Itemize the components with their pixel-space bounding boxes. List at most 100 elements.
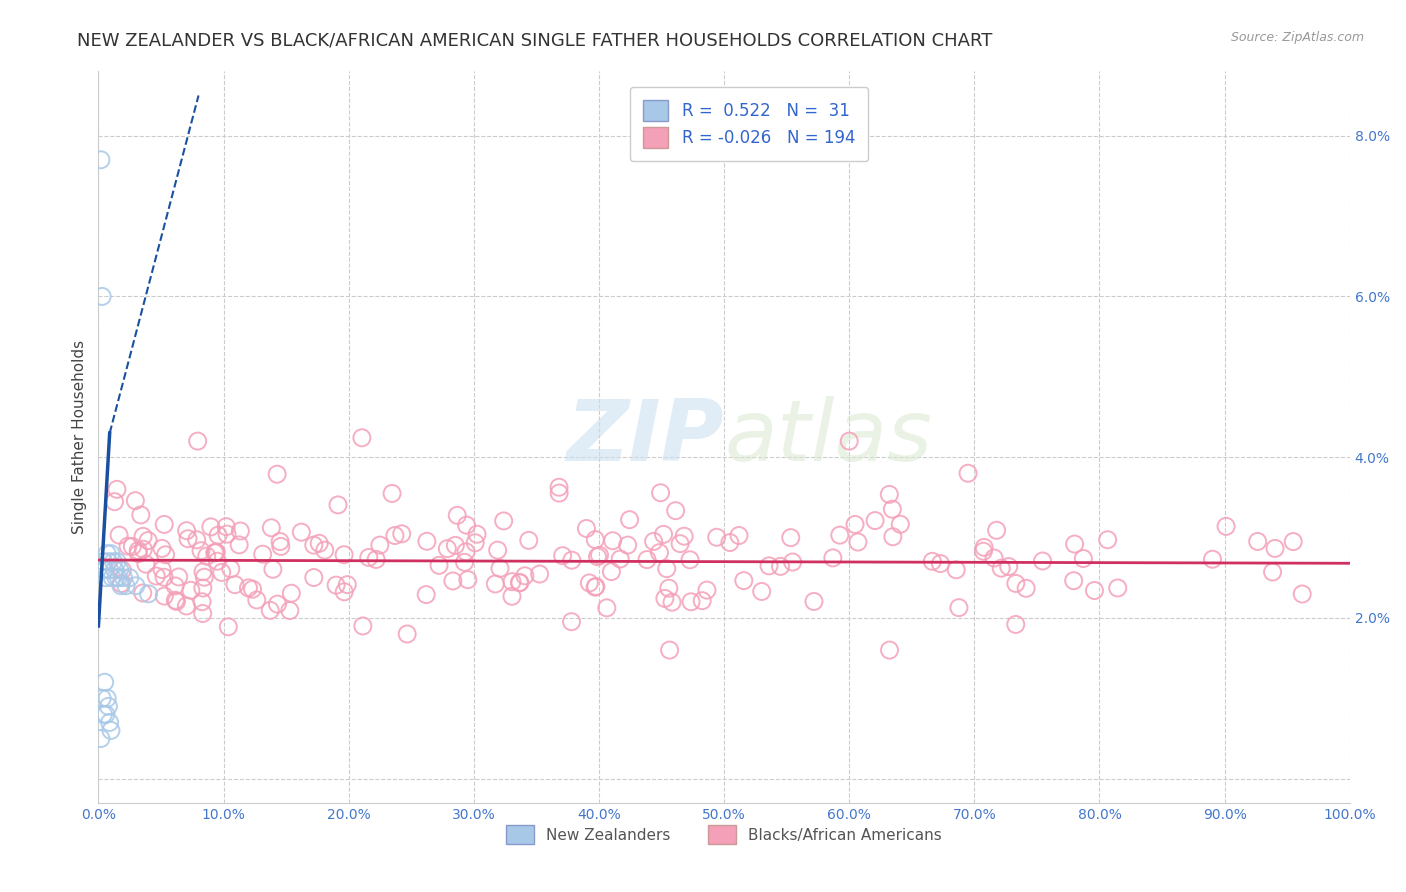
- Point: [93, 555, 115, 569]
- Point: [200, 520, 222, 534]
- Point: [107, 571, 129, 585]
- Point: [228, 538, 250, 552]
- Point: [176, 524, 198, 538]
- Point: [205, 545, 228, 559]
- Point: [821, 550, 844, 565]
- Point: [98, 563, 121, 577]
- Point: [350, 431, 373, 445]
- Point: [229, 524, 252, 538]
- Point: [882, 502, 904, 516]
- Point: [1261, 565, 1284, 579]
- Point: [94, 707, 117, 722]
- Point: [990, 561, 1012, 575]
- Point: [155, 548, 177, 562]
- Point: [997, 559, 1019, 574]
- Point: [679, 553, 702, 567]
- Point: [260, 521, 283, 535]
- Point: [751, 584, 773, 599]
- Point: [165, 579, 187, 593]
- Point: [882, 530, 904, 544]
- Point: [548, 480, 571, 494]
- Point: [596, 600, 619, 615]
- Point: [191, 595, 214, 609]
- Point: [489, 561, 512, 575]
- Point: [575, 521, 598, 535]
- Point: [357, 550, 380, 565]
- Point: [1215, 519, 1237, 533]
- Point: [269, 534, 291, 549]
- Point: [1291, 587, 1313, 601]
- Point: [193, 570, 215, 584]
- Point: [436, 541, 458, 556]
- Point: [381, 486, 404, 500]
- Point: [619, 513, 641, 527]
- Point: [124, 493, 146, 508]
- Point: [1246, 534, 1268, 549]
- Point: [457, 573, 479, 587]
- Point: [280, 586, 302, 600]
- Point: [108, 528, 131, 542]
- Point: [588, 548, 610, 562]
- Point: [973, 541, 995, 555]
- Point: [696, 583, 718, 598]
- Point: [195, 549, 218, 563]
- Point: [803, 594, 825, 608]
- Point: [1201, 552, 1223, 566]
- Point: [108, 563, 131, 577]
- Point: [91, 289, 114, 303]
- Point: [650, 485, 672, 500]
- Point: [101, 571, 124, 585]
- Point: [238, 581, 260, 595]
- Point: [513, 569, 536, 583]
- Point: [246, 593, 269, 607]
- Point: [464, 535, 486, 549]
- Point: [302, 570, 325, 584]
- Point: [921, 554, 943, 568]
- Point: [643, 534, 665, 549]
- Point: [186, 533, 208, 547]
- Point: [983, 551, 1005, 566]
- Point: [190, 543, 212, 558]
- Point: [191, 581, 214, 595]
- Point: [889, 517, 911, 532]
- Point: [427, 558, 450, 573]
- Point: [132, 542, 155, 557]
- Point: [326, 498, 349, 512]
- Point: [706, 530, 728, 544]
- Point: [187, 434, 209, 449]
- Point: [127, 547, 149, 561]
- Point: [177, 532, 200, 546]
- Point: [207, 554, 229, 568]
- Point: [733, 574, 755, 588]
- Point: [658, 581, 681, 595]
- Point: [600, 565, 623, 579]
- Point: [204, 546, 226, 560]
- Point: [121, 540, 143, 554]
- Point: [529, 567, 551, 582]
- Point: [180, 583, 202, 598]
- Point: [779, 531, 801, 545]
- Point: [655, 562, 678, 576]
- Point: [191, 607, 214, 621]
- Point: [166, 594, 188, 608]
- Point: [972, 544, 994, 558]
- Point: [336, 577, 359, 591]
- Point: [416, 534, 439, 549]
- Point: [135, 557, 157, 571]
- Point: [844, 517, 866, 532]
- Point: [215, 527, 238, 541]
- Point: [492, 514, 515, 528]
- Point: [132, 529, 155, 543]
- Point: [654, 591, 676, 606]
- Point: [176, 599, 198, 613]
- Point: [111, 563, 134, 577]
- Legend: New Zealanders, Blacks/African Americans: New Zealanders, Blacks/African Americans: [501, 819, 948, 850]
- Point: [1032, 554, 1054, 568]
- Point: [396, 627, 419, 641]
- Point: [259, 603, 281, 617]
- Point: [465, 527, 488, 541]
- Point: [501, 574, 523, 589]
- Point: [415, 588, 437, 602]
- Point: [548, 486, 571, 500]
- Point: [863, 514, 886, 528]
